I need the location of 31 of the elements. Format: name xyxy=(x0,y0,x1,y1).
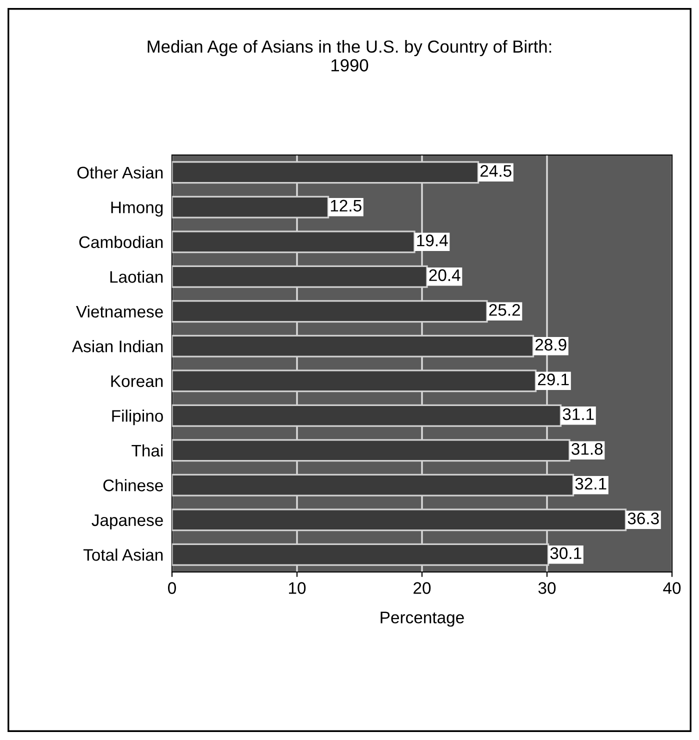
data-label: 20.4 xyxy=(429,269,460,282)
data-label: 31.8 xyxy=(572,443,603,455)
y-tick-label: Japanese xyxy=(92,514,163,530)
y-tick-label: Other Asian xyxy=(77,166,163,179)
x-tick-label: 30 xyxy=(538,582,556,594)
y-tick-label: Filipino xyxy=(112,410,163,426)
x-tick-label: 20 xyxy=(414,582,431,594)
data-label: 31.1 xyxy=(562,408,594,420)
data-label: 36.3 xyxy=(628,512,659,524)
data-label: 29.1 xyxy=(538,374,569,386)
y-tick-label: Laotian xyxy=(110,270,163,283)
data-label: 32.1 xyxy=(575,478,606,490)
data-label: 25.2 xyxy=(489,304,520,316)
y-tick-label: Chinese xyxy=(103,479,163,492)
data-label: 12.5 xyxy=(330,200,362,212)
data-label: 30.1 xyxy=(550,547,582,560)
x-axis-title: Percentage xyxy=(380,612,464,627)
chart-title: Median Age of Asians in the U.S. by Country of Birth: 1990 xyxy=(148,40,552,72)
data-label: 19.4 xyxy=(417,234,448,246)
y-tick-label: Cambodian xyxy=(79,236,163,248)
x-tick-label: 10 xyxy=(289,582,306,594)
y-tick-label: Total Asian xyxy=(83,548,163,561)
y-tick-label: Korean xyxy=(111,375,163,388)
x-tick-label: 0 xyxy=(168,582,176,594)
y-tick-label: Vietnamese xyxy=(76,305,163,318)
data-label: 24.5 xyxy=(480,165,512,177)
x-tick-label: 40 xyxy=(663,582,681,594)
data-label: 28.9 xyxy=(535,338,566,351)
y-tick-label: Hmong xyxy=(111,202,163,217)
y-tick-label: Asian Indian xyxy=(72,340,163,352)
y-tick-label: Thai xyxy=(132,444,163,457)
